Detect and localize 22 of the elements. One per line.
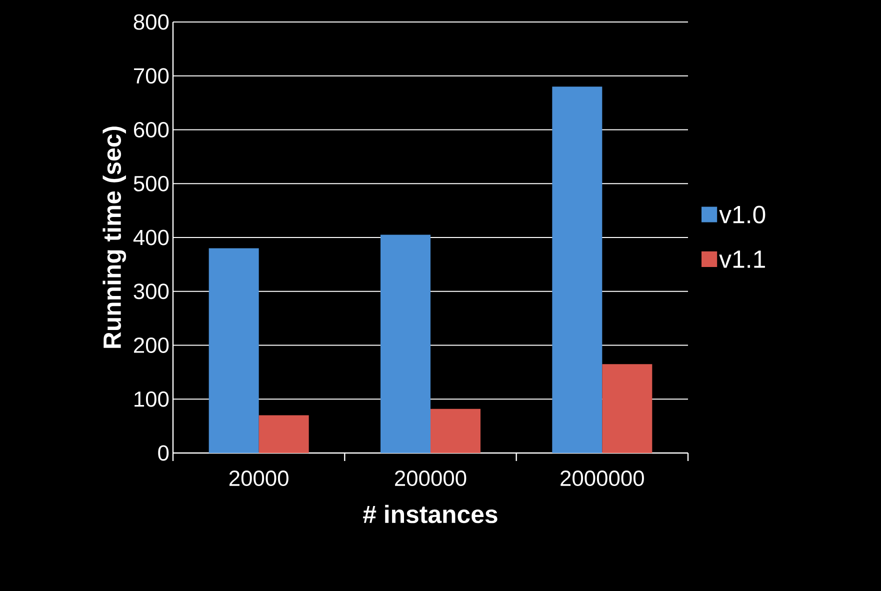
legend-label: v1.1 <box>719 250 765 268</box>
y-tick-label: 500 <box>134 176 169 192</box>
y-tick-label: 700 <box>134 68 169 84</box>
y-tick-label: 600 <box>134 122 169 138</box>
bar <box>430 408 481 453</box>
y-tick-label: 800 <box>134 14 169 30</box>
y-tick-label: 200 <box>134 337 169 354</box>
x-tick-label: 20000 <box>229 470 288 486</box>
x-tick-label: 200000 <box>395 470 466 486</box>
bar <box>552 86 602 453</box>
bar <box>602 364 652 453</box>
bar <box>208 248 259 453</box>
x-tick-label: 2000000 <box>560 470 644 486</box>
bar <box>258 415 309 453</box>
y-tick-label: 400 <box>133 230 169 246</box>
y-tick-label: 100 <box>134 391 169 407</box>
y-tick-label: 0 <box>158 445 169 461</box>
y-tick-label: 300 <box>134 284 169 300</box>
bar <box>380 234 431 453</box>
x-axis-title: # instances <box>363 504 498 524</box>
y-axis-title: Running time (sec) <box>102 126 126 348</box>
legend-label: v1.0 <box>719 206 766 224</box>
